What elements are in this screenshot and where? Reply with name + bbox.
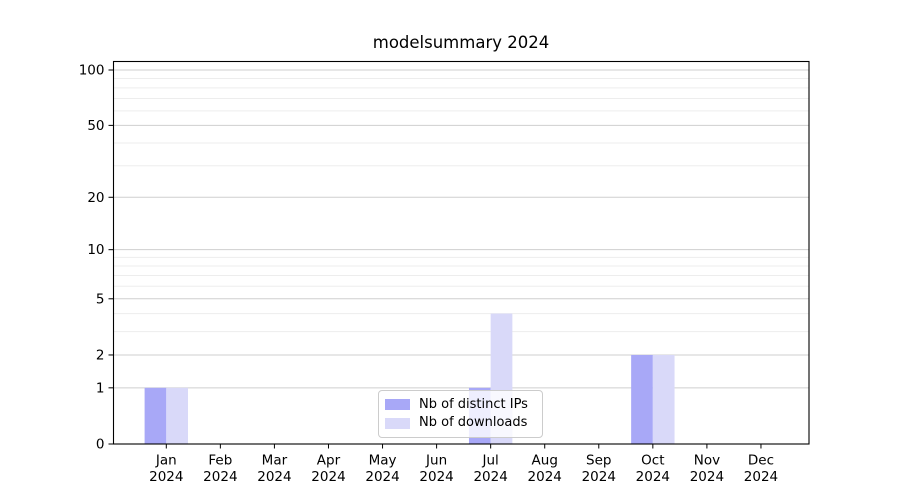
x-tick-label: Jul 2024: [473, 453, 507, 486]
y-tick-label: 0: [96, 437, 105, 453]
x-tick-label: Dec 2024: [744, 453, 778, 486]
y-tick-label: 100: [79, 63, 105, 79]
bar-distinct-ips-jan: [144, 387, 167, 444]
y-tick-label: 10: [87, 242, 104, 258]
legend-swatch-distinct-ips: [385, 399, 410, 411]
bar-distinct-ips-oct: [631, 354, 653, 444]
legend-item-downloads: Nb of downloads: [385, 415, 534, 431]
bar-downloads-jan: [166, 387, 188, 444]
legend-item-distinct-ips: Nb of distinct IPs: [385, 397, 534, 413]
x-tick-label: Oct 2024: [636, 453, 670, 486]
y-tick-label: 1: [96, 380, 105, 396]
x-tick-label: Sep 2024: [582, 453, 616, 486]
plot-border: [112, 60, 810, 445]
y-tick-label: 50: [87, 118, 104, 134]
x-tick-label: Apr 2024: [311, 453, 345, 486]
x-tick-label: Mar 2024: [257, 453, 291, 486]
y-tick-label: 2: [96, 347, 105, 363]
legend: Nb of distinct IPs Nb of downloads: [378, 390, 543, 438]
x-tick-label: Jun 2024: [419, 453, 453, 486]
x-tick-label: Jan 2024: [149, 453, 183, 486]
legend-swatch-downloads: [385, 417, 410, 429]
x-tick-label: May 2024: [365, 453, 399, 486]
x-tick-label: Nov 2024: [690, 453, 724, 486]
y-tick-label: 5: [96, 291, 105, 307]
legend-label-distinct-ips: Nb of distinct IPs: [419, 396, 528, 412]
x-tick-label: Feb 2024: [203, 453, 237, 486]
bar-downloads-oct: [652, 354, 675, 444]
y-tick-label: 20: [87, 190, 104, 206]
chart-title: modelsummary 2024: [372, 33, 550, 52]
x-tick-label: Aug 2024: [528, 453, 562, 486]
legend-label-downloads: Nb of downloads: [419, 415, 528, 431]
